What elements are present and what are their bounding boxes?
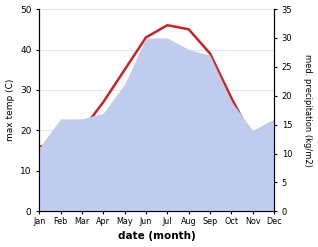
X-axis label: date (month): date (month) bbox=[118, 231, 196, 242]
Y-axis label: max temp (C): max temp (C) bbox=[5, 79, 15, 141]
Y-axis label: med. precipitation (kg/m2): med. precipitation (kg/m2) bbox=[303, 54, 313, 167]
